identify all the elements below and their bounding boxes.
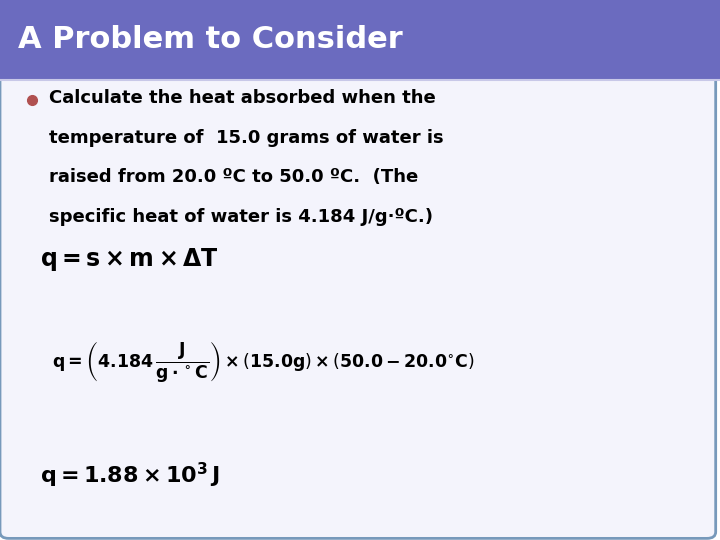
Text: A Problem to Consider: A Problem to Consider — [18, 25, 402, 55]
Text: $\mathbf{q = s \times m \times \Delta T}$: $\mathbf{q = s \times m \times \Delta T}… — [40, 246, 218, 273]
Text: specific heat of water is 4.184 J/g·ºC.): specific heat of water is 4.184 J/g·ºC.) — [49, 207, 433, 226]
FancyBboxPatch shape — [0, 72, 716, 538]
Text: Calculate the heat absorbed when the: Calculate the heat absorbed when the — [49, 89, 436, 107]
Bar — [0, 0, 720, 80]
Text: $\mathbf{q = \left(4.184\,\dfrac{J}{g\cdot{^\circ}C}\right)\times\left(15.0g\rig: $\mathbf{q = \left(4.184\,\dfrac{J}{g\cd… — [52, 339, 474, 384]
Text: temperature of  15.0 grams of water is: temperature of 15.0 grams of water is — [49, 129, 444, 147]
Text: raised from 20.0 ºC to 50.0 ºC.  (The: raised from 20.0 ºC to 50.0 ºC. (The — [49, 168, 418, 186]
Text: $\mathbf{q = 1.88\times10^{3}\,J}$: $\mathbf{q = 1.88\times10^{3}\,J}$ — [40, 461, 219, 490]
